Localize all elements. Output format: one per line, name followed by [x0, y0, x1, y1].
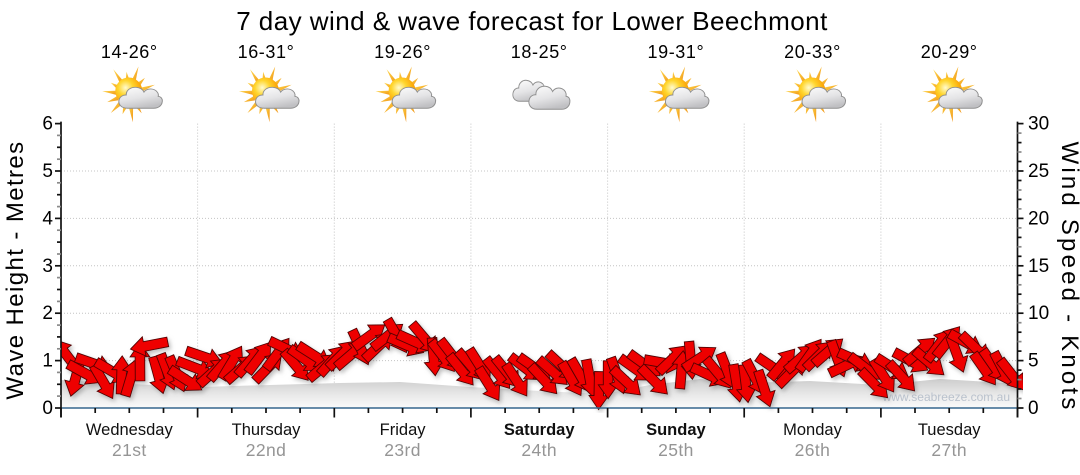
svg-text:Wind Speed - Knots: Wind Speed - Knots [1056, 141, 1080, 412]
svg-text:20: 20 [1028, 208, 1049, 229]
svg-text:30: 30 [1028, 114, 1049, 135]
svg-text:5: 5 [1028, 351, 1039, 372]
svg-text:Thursday: Thursday [232, 421, 302, 439]
svg-text:4: 4 [42, 208, 53, 229]
svg-text:Sunday: Sunday [646, 421, 706, 439]
svg-text:www.seabreeze.com.au: www.seabreeze.com.au [882, 390, 1010, 404]
svg-text:27th: 27th [931, 440, 967, 460]
svg-text:19-31°: 19-31° [647, 42, 704, 62]
svg-text:3: 3 [42, 256, 53, 277]
svg-text:16-31°: 16-31° [238, 42, 295, 62]
svg-text:25: 25 [1028, 161, 1049, 182]
svg-text:20-29°: 20-29° [921, 42, 978, 62]
svg-text:2: 2 [42, 303, 53, 324]
svg-text:0: 0 [1028, 398, 1039, 419]
svg-text:Wednesday: Wednesday [86, 421, 174, 439]
svg-text:10: 10 [1028, 303, 1049, 324]
svg-text:Saturday: Saturday [504, 421, 575, 439]
svg-text:26th: 26th [795, 440, 831, 460]
svg-text:Wave Height - Metres: Wave Height - Metres [2, 140, 29, 399]
svg-text:14-26°: 14-26° [101, 42, 158, 62]
svg-text:Monday: Monday [783, 421, 842, 439]
svg-text:23rd: 23rd [384, 440, 421, 460]
svg-text:22nd: 22nd [246, 440, 287, 460]
svg-text:20-33°: 20-33° [784, 42, 841, 62]
svg-text:19-26°: 19-26° [374, 42, 431, 62]
svg-text:5: 5 [42, 161, 53, 182]
svg-text:7 day wind & wave forecast for: 7 day wind & wave forecast for Lower Bee… [236, 6, 828, 36]
svg-text:25th: 25th [658, 440, 694, 460]
svg-text:24th: 24th [521, 440, 557, 460]
svg-text:18-25°: 18-25° [511, 42, 568, 62]
svg-text:6: 6 [42, 114, 53, 135]
svg-text:21st: 21st [112, 440, 147, 460]
svg-text:Tuesday: Tuesday [918, 421, 981, 439]
svg-text:1: 1 [42, 351, 53, 372]
svg-text:0: 0 [42, 398, 53, 419]
svg-text:15: 15 [1028, 256, 1049, 277]
svg-text:Friday: Friday [380, 421, 427, 439]
